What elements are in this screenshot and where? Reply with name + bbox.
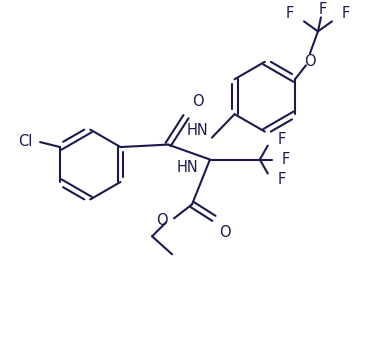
- Text: F: F: [319, 2, 327, 17]
- Text: F: F: [278, 132, 286, 147]
- Text: O: O: [157, 213, 168, 228]
- Text: O: O: [192, 94, 204, 109]
- Text: HN: HN: [186, 122, 208, 138]
- Text: F: F: [342, 6, 350, 21]
- Text: Cl: Cl: [18, 133, 32, 149]
- Text: F: F: [286, 6, 294, 21]
- Text: O: O: [304, 54, 316, 69]
- Text: HN: HN: [176, 160, 198, 175]
- Text: F: F: [282, 152, 290, 167]
- Text: F: F: [278, 172, 286, 187]
- Text: O: O: [219, 225, 230, 240]
